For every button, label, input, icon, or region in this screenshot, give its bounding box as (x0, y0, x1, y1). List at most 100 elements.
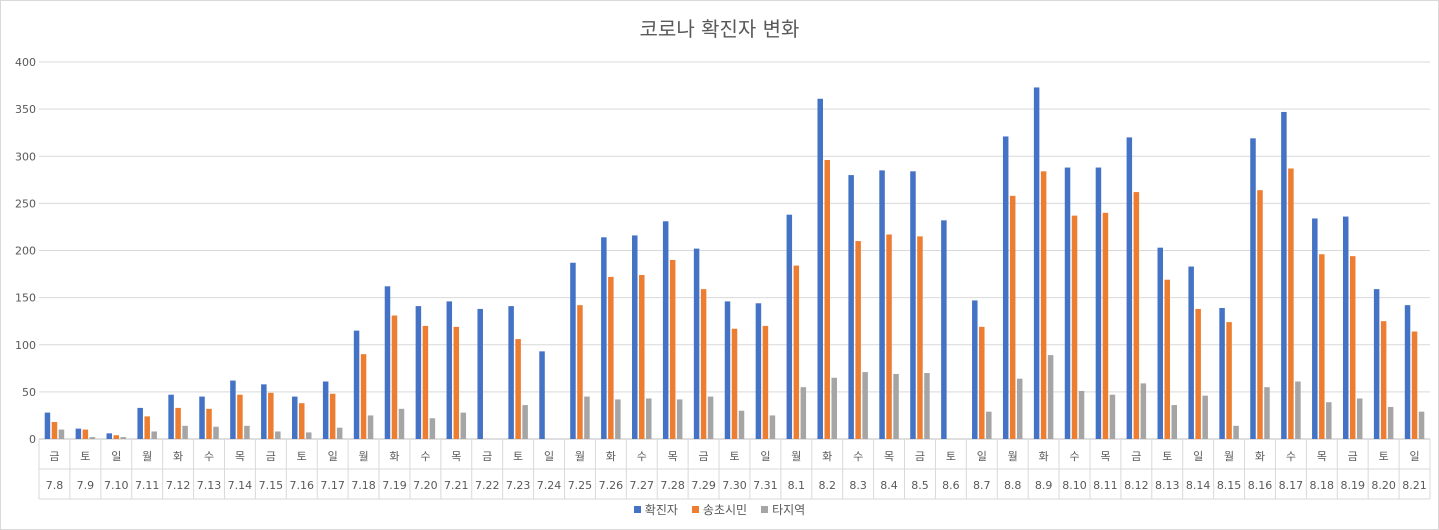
legend-label-other-region: 타지역 (772, 503, 806, 517)
bar-confirmed (477, 308, 483, 439)
date-label: 7.28 (660, 479, 685, 492)
day-label: 일 (760, 449, 770, 463)
bar-other-region (275, 431, 281, 439)
date-label: 7.31 (753, 479, 778, 492)
date-label: 7.24 (537, 479, 562, 492)
day-label: 목 (668, 450, 678, 463)
day-label: 금 (1131, 450, 1141, 463)
bar-other-region (398, 408, 405, 439)
bar-confirmed (44, 412, 51, 439)
bar-confirmed (1312, 218, 1318, 439)
bar-other-region (1418, 411, 1425, 439)
bar-citizens (639, 275, 645, 439)
y-tick-label: 0 (29, 433, 36, 446)
bar-citizens (700, 289, 707, 439)
day-label: 월 (791, 450, 801, 463)
legend-swatch-confirmed (633, 506, 641, 513)
bar-other-region (831, 377, 837, 439)
day-label: 토 (513, 450, 523, 463)
day-label: 월 (142, 450, 152, 463)
date-label: 8.4 (880, 479, 898, 492)
bar-confirmed (199, 396, 205, 439)
bar-other-region (1202, 395, 1208, 439)
day-label: 일 (977, 449, 987, 463)
bar-confirmed (879, 170, 885, 439)
bar-confirmed (1219, 307, 1225, 439)
day-label: 토 (729, 450, 739, 463)
date-label: 7.25 (568, 479, 593, 492)
date-label: 8.16 (1248, 479, 1273, 492)
bar-citizens (1349, 256, 1356, 439)
bar-confirmed (539, 351, 545, 439)
bar-citizens (1040, 171, 1047, 439)
bar-citizens (979, 326, 985, 439)
bar-other-region (800, 387, 807, 439)
bar-citizens (1380, 321, 1387, 439)
bar-other-region (1387, 406, 1394, 439)
bar-other-region (615, 399, 621, 439)
y-tick-label: 250 (15, 197, 36, 210)
bar-other-region (1078, 390, 1085, 439)
bar-other-region (676, 399, 683, 439)
bar-confirmed (168, 394, 174, 439)
day-label: 수 (1286, 450, 1296, 463)
bar-other-region (182, 425, 188, 439)
bar-confirmed (662, 221, 669, 439)
bar-confirmed (415, 306, 422, 439)
day-label: 월 (1008, 450, 1018, 463)
bar-other-region (738, 410, 745, 439)
bar-confirmed (724, 301, 731, 439)
bar-confirmed (1342, 216, 1349, 439)
day-label: 토 (1379, 450, 1389, 463)
bar-other-region (584, 396, 590, 439)
bar-confirmed (601, 237, 607, 439)
day-label: 일 (544, 449, 554, 463)
bar-other-region (1047, 355, 1054, 439)
day-label: 금 (915, 450, 925, 463)
legend-item-citizens: 송초시민 (691, 501, 747, 518)
day-label: 화 (822, 450, 832, 463)
bar-citizens (360, 354, 367, 439)
bar-citizens (422, 325, 429, 439)
date-label: 8.6 (942, 479, 960, 492)
bar-citizens (206, 408, 212, 439)
day-label: 금 (482, 450, 492, 463)
day-label: 수 (637, 450, 647, 463)
day-label: 화 (1039, 450, 1049, 463)
date-label: 7.22 (475, 479, 500, 492)
bar-confirmed (353, 330, 360, 439)
date-label: 8.15 (1217, 479, 1242, 492)
date-label: 7.30 (722, 479, 747, 492)
date-label: 7.17 (320, 479, 345, 492)
date-label: 7.11 (135, 479, 160, 492)
y-tick-label: 150 (15, 292, 36, 305)
bar-confirmed (446, 301, 453, 439)
date-label: 7.19 (382, 479, 407, 492)
date-label: 8.13 (1155, 479, 1180, 492)
bar-confirmed (848, 175, 854, 439)
bar-other-region (213, 426, 219, 439)
day-label: 토 (1162, 450, 1172, 463)
bar-citizens (144, 416, 150, 439)
day-label: 일 (328, 449, 338, 463)
y-tick-label: 100 (15, 339, 36, 352)
bar-citizens (268, 392, 274, 439)
bar-citizens (391, 315, 398, 439)
date-label: 7.12 (166, 479, 191, 492)
bar-other-region (646, 398, 652, 439)
date-label: 8.12 (1124, 479, 1149, 492)
date-label: 8.11 (1093, 479, 1118, 492)
day-label: 토 (946, 450, 956, 463)
bar-citizens (608, 276, 614, 439)
day-label: 목 (1317, 450, 1327, 463)
day-label: 일 (1193, 449, 1203, 463)
date-label: 7.13 (197, 479, 222, 492)
bar-citizens (1133, 192, 1140, 439)
day-label: 수 (204, 450, 214, 463)
y-tick-label: 200 (15, 245, 36, 258)
date-label: 8.8 (1004, 479, 1022, 492)
bar-other-region (429, 418, 436, 439)
date-label: 7.16 (289, 479, 314, 492)
bar-citizens (237, 394, 243, 439)
